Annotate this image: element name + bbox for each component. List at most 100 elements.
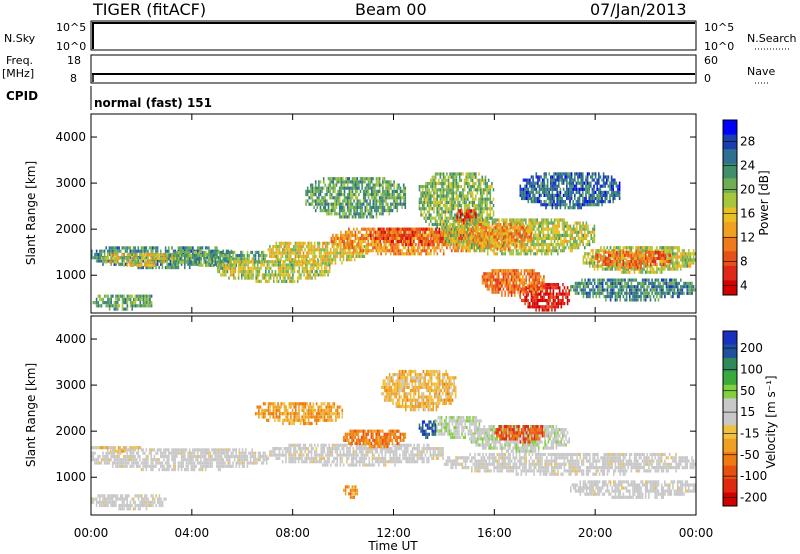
heatmap-cell (483, 235, 486, 239)
heatmap-cell (164, 249, 167, 253)
heatmap-cell (365, 227, 368, 231)
heatmap-cell (431, 181, 434, 186)
heatmap-cell (455, 239, 457, 244)
heatmap-cell (430, 227, 433, 231)
heatmap-cell (286, 254, 289, 258)
heatmap-cell (342, 258, 345, 262)
heatmap-cell (245, 276, 248, 280)
heatmap-cell (359, 209, 362, 213)
heatmap-cell (109, 260, 111, 264)
heatmap-cell (547, 308, 550, 312)
heatmap-cell (305, 251, 308, 255)
heatmap-cell (226, 263, 229, 267)
heatmap-cell (343, 189, 346, 193)
heatmap-cell (252, 270, 254, 274)
heatmap-cell (269, 260, 272, 264)
heatmap-cell (324, 263, 326, 267)
heatmap-cell (383, 177, 386, 181)
heatmap-cell (454, 207, 456, 211)
heatmap-cell (424, 227, 426, 231)
heatmap-cell (515, 275, 518, 279)
heatmap-cell (225, 270, 227, 274)
heatmap-cell (514, 226, 516, 230)
heatmap-cell (522, 223, 525, 227)
heatmap-cell (539, 230, 541, 234)
heatmap-cell (406, 227, 409, 231)
heatmap-cell (113, 260, 116, 264)
heatmap-cell (283, 251, 286, 255)
heatmap-cell (292, 266, 294, 270)
heatmap-cell (486, 278, 489, 282)
heatmap-cell (433, 249, 435, 253)
heatmap-cell (262, 257, 265, 261)
heatmap-cell (364, 233, 366, 237)
heatmap-cell (357, 246, 360, 250)
heatmap-cell (187, 250, 189, 254)
heatmap-cell (584, 261, 586, 265)
heatmap-cell (299, 254, 302, 258)
heatmap-cell (421, 233, 423, 237)
heatmap-cell (389, 230, 391, 234)
heatmap-cell (450, 188, 453, 192)
heatmap-cell (447, 191, 450, 195)
heatmap-cell (539, 236, 541, 240)
heatmap-cell (545, 233, 548, 237)
heatmap-cell (530, 235, 533, 239)
heatmap-cell (294, 258, 297, 262)
heatmap-cell (547, 295, 550, 299)
heatmap-cell (541, 305, 544, 309)
heatmap-cell (428, 207, 430, 211)
heatmap-cell (464, 215, 466, 219)
heatmap-cell (349, 246, 352, 250)
heatmap-cell (465, 178, 467, 182)
heatmap-cell (173, 257, 175, 261)
heatmap-cell (438, 194, 440, 198)
heatmap-cell (458, 178, 461, 182)
heatmap-cell (270, 254, 273, 258)
heatmap-cell (343, 183, 346, 187)
heatmap-cell (201, 263, 204, 267)
heatmap-cell (342, 254, 345, 258)
heatmap-cell (292, 273, 294, 277)
heatmap-cell (94, 301, 96, 305)
heatmap-cell (105, 294, 108, 298)
heatmap-cell (173, 254, 175, 258)
heatmap-cell (563, 243, 565, 247)
heatmap-cell (491, 207, 493, 211)
heatmap-cell (142, 249, 144, 253)
heatmap-cell (296, 251, 298, 255)
heatmap-cell (330, 202, 333, 206)
heatmap-cell (289, 248, 292, 252)
heatmap-cell (525, 235, 528, 239)
heatmap-cell (134, 294, 137, 298)
heatmap-cell (584, 224, 586, 228)
heatmap-cell (115, 304, 117, 308)
heatmap-cell (392, 233, 394, 237)
heatmap-cell (433, 197, 435, 201)
heatmap-cell (544, 308, 547, 312)
heatmap-cell (110, 262, 112, 266)
heatmap-cell (577, 221, 580, 225)
heatmap-cell (436, 219, 438, 223)
heatmap-cell (509, 235, 512, 239)
heatmap-cell (389, 249, 392, 253)
heatmap-cell (265, 270, 267, 274)
heatmap-cell (389, 252, 392, 256)
heatmap-cell (250, 260, 253, 264)
heatmap-cell (481, 197, 484, 201)
heatmap-cell (533, 295, 536, 299)
heatmap-cell (412, 249, 414, 253)
heatmap-cell (552, 283, 555, 287)
heatmap-cell (307, 251, 310, 255)
heatmap-cell (520, 241, 523, 245)
heatmap-cell (470, 178, 472, 182)
heatmap-cell (347, 248, 350, 252)
heatmap-cell (331, 261, 334, 265)
heatmap-cell (509, 229, 512, 233)
heatmap-cell (325, 251, 327, 255)
heatmap-cell (180, 256, 183, 260)
heatmap-cell (408, 236, 410, 240)
heatmap-cell (294, 241, 297, 245)
heatmap-cell (123, 246, 125, 250)
heatmap-cell (514, 244, 516, 248)
